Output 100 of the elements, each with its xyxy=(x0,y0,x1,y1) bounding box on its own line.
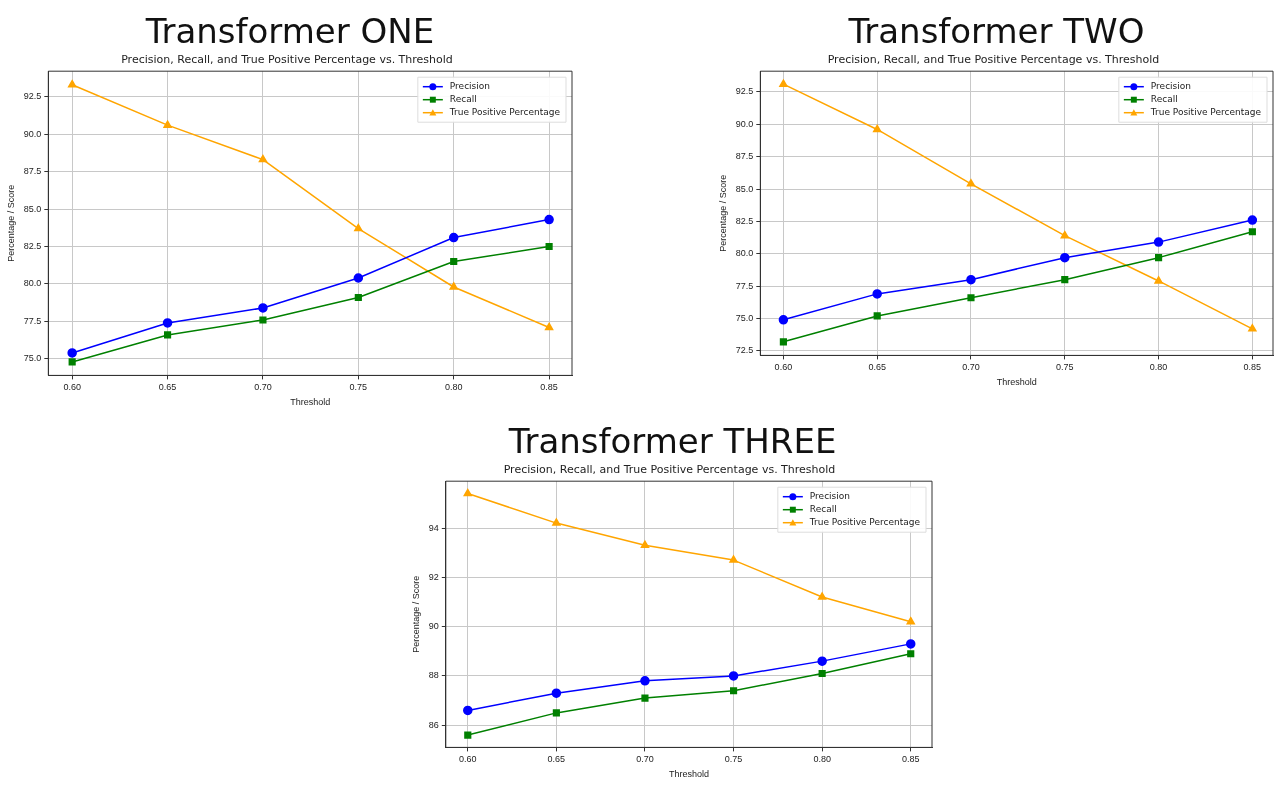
point xyxy=(1060,230,1069,239)
point xyxy=(552,709,560,717)
point xyxy=(162,318,173,328)
point xyxy=(966,179,976,187)
legend-label: Precision xyxy=(1150,81,1192,92)
point xyxy=(1154,254,1163,262)
legend-label: Recall xyxy=(449,94,477,105)
chart-title: Transformer ONE xyxy=(144,10,436,53)
legend-label: True Positive Percentage xyxy=(1149,107,1262,118)
point xyxy=(779,338,787,346)
y-tick-label: 82.5 xyxy=(23,241,42,252)
point xyxy=(259,316,267,324)
point xyxy=(1154,276,1163,284)
legend-label: True Positive Percentage xyxy=(448,107,561,118)
y-tick-label: 90.0 xyxy=(23,128,42,139)
y-tick-label: 92 xyxy=(428,571,439,582)
x-tick-label: 0.85 xyxy=(540,382,558,393)
point xyxy=(545,242,553,251)
point xyxy=(464,731,472,739)
point xyxy=(1248,228,1256,236)
chart-title: Transformer TWO xyxy=(847,10,1146,53)
point xyxy=(641,694,649,702)
x-tick-label: 0.85 xyxy=(1243,362,1262,373)
point xyxy=(67,79,77,88)
x-tick-label: 0.80 xyxy=(813,754,831,765)
chart-title: Transformer THREE xyxy=(507,420,838,463)
point xyxy=(729,555,738,563)
point xyxy=(966,274,976,285)
point xyxy=(354,223,363,232)
point xyxy=(1248,324,1257,332)
y-tick-label: 87.5 xyxy=(23,166,42,177)
y-tick-label: 80.0 xyxy=(23,278,42,289)
y-tick-label: 85.0 xyxy=(735,183,754,194)
y-tick-label: 86 xyxy=(428,719,439,730)
point xyxy=(907,650,915,658)
point xyxy=(640,676,650,686)
point xyxy=(552,518,561,526)
point xyxy=(728,671,739,681)
y-tick-label: 87.5 xyxy=(735,151,754,162)
x-tick-label: 0.60 xyxy=(63,382,81,393)
x-axis-title: Threshold xyxy=(996,377,1037,388)
point xyxy=(872,289,882,299)
point xyxy=(817,592,827,600)
chart-subtitle: Precision, Recall, and True Positive Percentage vs. Threshold xyxy=(827,53,1160,67)
point xyxy=(450,257,458,266)
point xyxy=(967,294,975,302)
x-tick-label: 0.60 xyxy=(774,362,793,373)
point xyxy=(163,120,172,128)
point xyxy=(354,293,362,302)
y-tick-label: 82.5 xyxy=(735,215,754,226)
legend-label: Recall xyxy=(1150,94,1178,105)
legend-label: True Positive Percentage xyxy=(808,517,921,528)
y-tick-label: 77.5 xyxy=(23,315,42,326)
point xyxy=(448,232,459,243)
y-tick-label: 75.0 xyxy=(735,312,754,323)
legend-label: Precision xyxy=(449,81,491,92)
point xyxy=(1060,252,1070,263)
point xyxy=(551,688,562,698)
y-tick-label: 92.5 xyxy=(23,91,42,102)
point xyxy=(873,312,881,320)
y-tick-label: 90.0 xyxy=(735,118,754,129)
x-tick-label: 0.70 xyxy=(962,362,980,373)
point xyxy=(544,322,554,331)
point xyxy=(258,303,268,313)
chart-subtitle: Precision, Recall, and True Positive Percentage vs. Threshold xyxy=(503,463,836,477)
x-axis-title: Threshold xyxy=(668,769,709,780)
x-tick-label: 0.85 xyxy=(901,754,920,765)
point xyxy=(463,705,473,716)
y-tick-label: 80.0 xyxy=(735,248,754,259)
y-axis-title: Percentage / Score xyxy=(717,174,728,252)
point xyxy=(449,282,458,290)
chart-subtitle: Precision, Recall, and True Positive Percentage vs. Threshold xyxy=(121,53,453,67)
point xyxy=(906,616,915,625)
legend-label: Recall xyxy=(809,504,837,515)
point xyxy=(163,331,172,339)
y-tick-label: 77.5 xyxy=(735,280,754,291)
x-tick-label: 0.75 xyxy=(724,754,743,765)
point xyxy=(779,79,788,87)
y-axis-title: Percentage / Score xyxy=(410,575,421,653)
x-tick-label: 0.80 xyxy=(1149,362,1168,373)
point xyxy=(544,214,554,225)
point xyxy=(1061,276,1069,284)
y-tick-label: 85.0 xyxy=(23,203,42,214)
point xyxy=(67,348,77,358)
x-tick-label: 0.75 xyxy=(349,382,368,393)
point xyxy=(353,273,364,283)
y-tick-label: 90 xyxy=(428,621,439,632)
x-axis-title: Threshold xyxy=(290,397,331,408)
x-tick-label: 0.60 xyxy=(459,754,477,765)
x-tick-label: 0.65 xyxy=(158,382,177,393)
x-tick-label: 0.70 xyxy=(636,754,654,765)
point xyxy=(817,656,827,666)
point xyxy=(463,488,472,497)
point xyxy=(778,315,789,325)
point xyxy=(818,669,826,678)
point xyxy=(729,687,738,695)
point xyxy=(1153,237,1164,247)
point xyxy=(258,154,268,163)
x-tick-label: 0.80 xyxy=(444,382,463,393)
x-tick-label: 0.70 xyxy=(254,382,272,393)
